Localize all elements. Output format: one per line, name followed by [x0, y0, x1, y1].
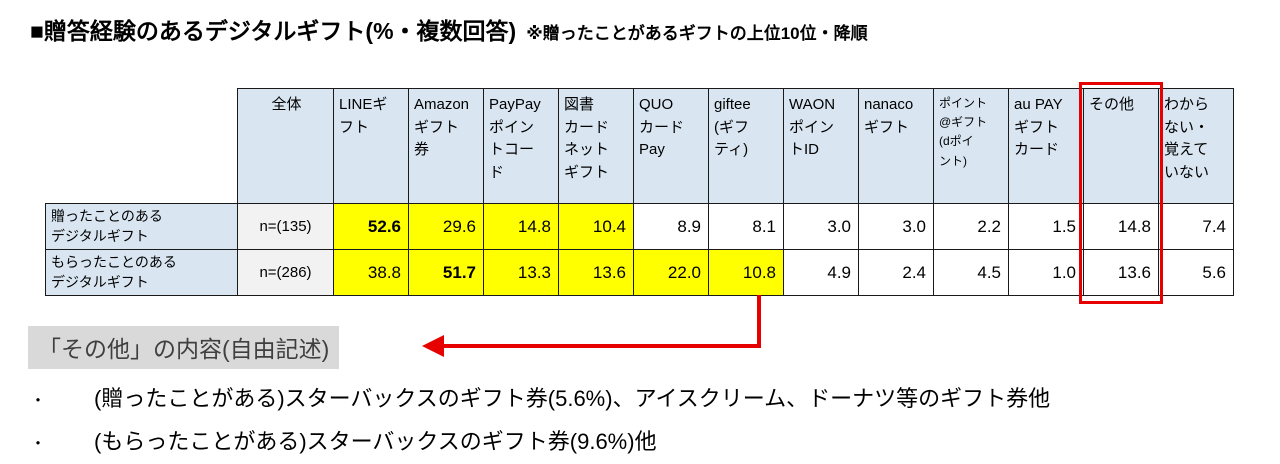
page-title: ■贈答経験のあるデジタルギフト(%・複数回答) ※贈ったことがあるギフトの上位1… [30, 12, 868, 46]
column-header: nanaco ギフト [858, 88, 934, 204]
value-cell: 10.4 [558, 202, 634, 251]
column-header: LINEギ フト [333, 88, 409, 204]
value-cell: 3.0 [783, 202, 859, 251]
column-header: WAON ポイン トID [783, 88, 859, 204]
column-header: Amazon ギフト 券 [408, 88, 484, 204]
column-header: au PAY ギフト カード [1008, 88, 1084, 204]
value-cell: 4.5 [933, 249, 1009, 297]
survey-table-wrap: 全体 LINEギ フト Amazon ギフト 券 PayPay ポイン トコー ド図書… [45, 88, 1234, 297]
value-cell: 8.1 [708, 202, 784, 251]
other-content-label: 「その他」の内容(自由記述) [28, 326, 340, 369]
sample-size-cell: n=(286) [237, 249, 334, 297]
column-header: QUO カード Pay [633, 88, 709, 204]
note-item-given: ・ (贈ったことがある)スターバックスのギフト券(5.6%)、アイスクリーム、ド… [30, 381, 1050, 413]
value-cell: 13.6 [558, 249, 634, 297]
red-arrow-head [422, 335, 444, 357]
gift-table: 全体 LINEギ フト Amazon ギフト 券 PayPay ポイン トコー ド図書… [45, 88, 1234, 297]
value-cell: 5.6 [1158, 249, 1234, 297]
sample-size-cell: n=(135) [237, 202, 334, 251]
value-cell: 2.2 [933, 202, 1009, 251]
bullet-icon: ・ [30, 393, 47, 410]
value-cell: 1.5 [1008, 202, 1084, 251]
value-cell: 14.8 [483, 202, 559, 251]
value-cell: 1.0 [1008, 249, 1084, 297]
note-text: (もらったことがある)スターバックスのギフト券(9.6%)他 [94, 429, 657, 454]
value-cell: 38.8 [333, 249, 409, 297]
column-header-overall: 全体 [237, 88, 334, 204]
red-arrow-vertical-segment [757, 295, 761, 348]
value-cell: 13.6 [1083, 249, 1159, 297]
column-header: 図書 カード ネット ギフト [558, 88, 634, 204]
table-corner [46, 89, 238, 204]
bullet-icon: ・ [30, 436, 47, 453]
value-cell: 8.9 [633, 202, 709, 251]
red-arrow-horizontal-segment [444, 344, 761, 348]
value-cell: 4.9 [783, 249, 859, 297]
table-body: 贈ったことのある デジタルギフト n=(135) 52.6 29.6 14.8 10.4 8… [45, 202, 1234, 297]
note-item-received: ・ (もらったことがある)スターバックスのギフト券(9.6%)他 [30, 424, 657, 456]
value-cell: 3.0 [858, 202, 934, 251]
value-cell: 14.8 [1083, 202, 1159, 251]
table-row: 贈ったことのある デジタルギフト n=(135) 52.6 29.6 14.8 10.4 8… [45, 202, 1234, 251]
value-cell: 29.6 [408, 202, 484, 251]
value-cell: 2.4 [858, 249, 934, 297]
row-label: 贈ったことのある デジタルギフト [45, 202, 238, 251]
value-cell: 51.7 [408, 249, 484, 297]
value-cell: 7.4 [1158, 202, 1234, 251]
column-header: PayPay ポイン トコー ド [483, 88, 559, 204]
table-row: もらったことのある デジタルギフト n=(286) 38.8 51.7 13.3 13.6… [45, 249, 1234, 297]
column-header: giftee (ギフ ティ) [708, 88, 784, 204]
title-note: ※贈ったことがあるギフトの上位10位・降順 [526, 24, 868, 43]
row-label: もらったことのある デジタルギフト [45, 249, 238, 297]
value-cell: 52.6 [333, 202, 409, 251]
value-cell: 22.0 [633, 249, 709, 297]
value-cell: 13.3 [483, 249, 559, 297]
column-header: ポイント @ギフト (dポイ ント) [933, 88, 1009, 204]
value-cell: 10.8 [708, 249, 784, 297]
column-header: わから ない・ 覚えて いない [1158, 88, 1234, 204]
title-main: ■贈答経験のあるデジタルギフト(%・複数回答) [30, 18, 517, 44]
table-header-row: 全体 LINEギ フト Amazon ギフト 券 PayPay ポイン トコー ド図書… [46, 88, 1234, 204]
column-header: その他 [1083, 88, 1159, 204]
note-text: (贈ったことがある)スターバックスのギフト券(5.6%)、アイスクリーム、ドーナ… [94, 386, 1051, 411]
